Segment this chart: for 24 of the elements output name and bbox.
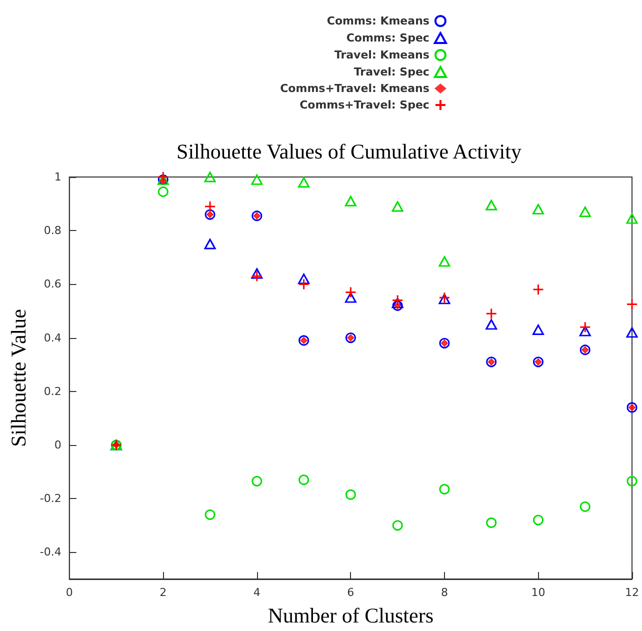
legend-label: Comms: Kmeans bbox=[326, 14, 430, 28]
y-tick-label: 1 bbox=[54, 170, 62, 184]
legend-label: Travel: Spec bbox=[354, 66, 430, 78]
chart-title: Silhouette Values of Cumulative Activity bbox=[176, 140, 522, 164]
x-axis-title: Number of Clusters bbox=[268, 604, 434, 628]
y-tick-label: 0.6 bbox=[44, 278, 62, 291]
legend-label: Comms: Spec bbox=[346, 32, 430, 44]
y-tick-label: 0 bbox=[54, 438, 62, 452]
legend-label: Comms+Travel: Kmeans bbox=[280, 82, 430, 95]
x-tick-label: 2 bbox=[160, 586, 167, 599]
y-tick-label: -0.2 bbox=[40, 492, 62, 506]
legend-label: Travel: Kmeans bbox=[334, 48, 430, 62]
y-tick-label: 0.2 bbox=[44, 384, 62, 398]
legend-label: Comms+Travel: Spec bbox=[300, 98, 430, 112]
x-tick-label: 10 bbox=[531, 586, 546, 599]
y-tick-label: 0.8 bbox=[44, 224, 62, 238]
y-tick-label: 0.4 bbox=[44, 331, 62, 344]
x-tick-label: 6 bbox=[347, 586, 354, 599]
x-tick-label: 8 bbox=[440, 586, 448, 599]
y-tick-label: -0.4 bbox=[40, 546, 62, 559]
x-tick-label: 12 bbox=[625, 586, 639, 599]
x-tick-label: 4 bbox=[253, 586, 260, 599]
x-tick-label: 0 bbox=[66, 586, 73, 599]
y-axis-title: Silhouette Value bbox=[6, 309, 30, 447]
